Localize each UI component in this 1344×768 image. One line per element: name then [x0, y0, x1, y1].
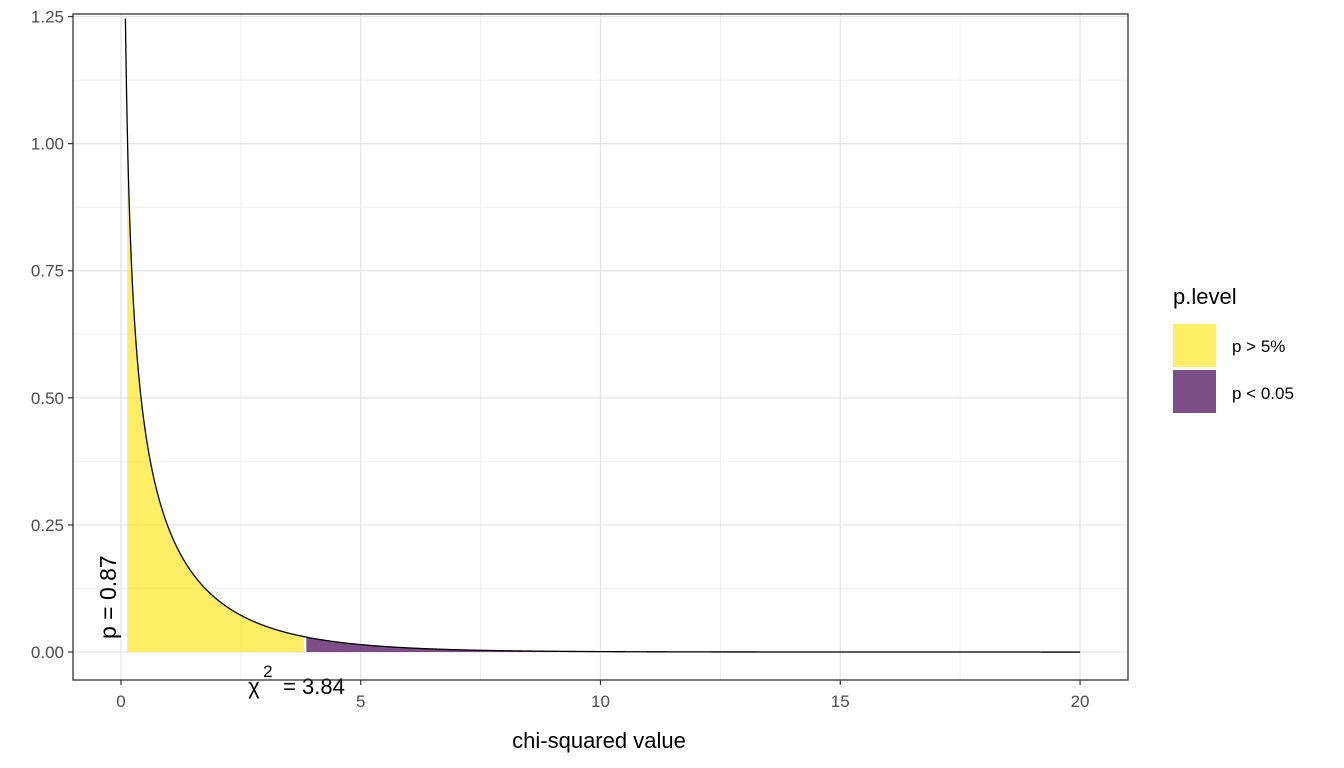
- area-region-1: [305, 636, 1081, 653]
- critical-value-label: = 3.84: [283, 674, 345, 699]
- legend: p.level p > 5% p < 0.05: [1173, 284, 1294, 413]
- y-tick-label: 1.00: [31, 135, 64, 154]
- annotations: p = 0.87 χ2 = 3.84: [95, 555, 345, 699]
- y-tick-label: 0.25: [31, 516, 64, 535]
- x-axis: 0 5 10 15 20: [116, 680, 1090, 711]
- density-curve-group: [124, 18, 1081, 653]
- x-tick-label: 0: [116, 692, 125, 711]
- legend-key-p-gt-5: [1173, 324, 1216, 367]
- y-axis: 0.00 0.25 0.50 0.75 1.00 1.25: [31, 8, 73, 662]
- x-tick-label: 20: [1071, 692, 1090, 711]
- p-value-label: p = 0.87: [95, 555, 121, 639]
- y-tick-label: 0.50: [31, 389, 64, 408]
- y-tick-label: 0.00: [31, 643, 64, 662]
- legend-key-p-lt-005: [1173, 370, 1216, 413]
- x-tick-label: 5: [356, 692, 365, 711]
- x-tick-label: 10: [591, 692, 610, 711]
- chi-symbol: χ: [248, 674, 260, 699]
- chi-superscript: 2: [263, 662, 272, 681]
- legend-label-p-gt-5: p > 5%: [1232, 337, 1285, 356]
- legend-label-p-lt-005: p < 0.05: [1232, 384, 1294, 403]
- y-tick-label: 1.25: [31, 8, 64, 27]
- grid-major: [73, 14, 1128, 680]
- legend-title: p.level: [1173, 284, 1237, 309]
- panel-border: [72, 13, 1129, 681]
- x-tick-label: 15: [831, 692, 850, 711]
- density-areas: [127, 124, 1081, 653]
- area-region-0: [127, 124, 306, 653]
- x-axis-title: chi-squared value: [512, 728, 686, 753]
- y-tick-label: 0.75: [31, 262, 64, 281]
- density-curve: [124, 18, 1081, 653]
